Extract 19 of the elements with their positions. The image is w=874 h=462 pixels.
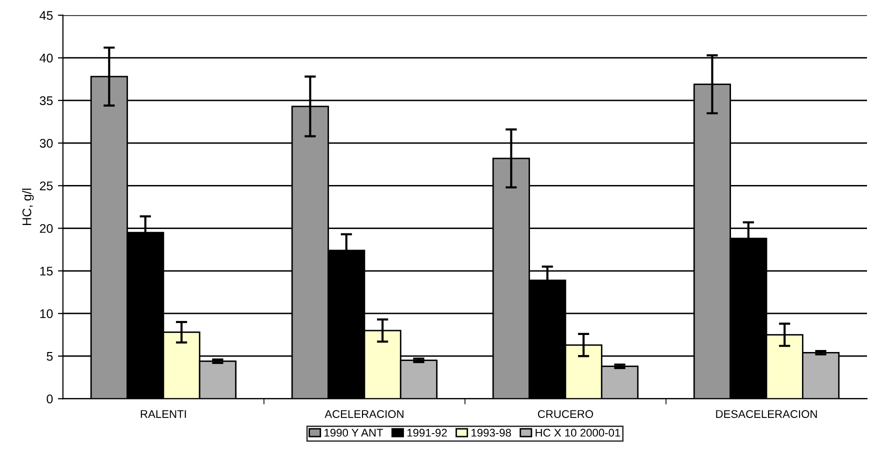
y-tick-label: 35: [40, 96, 53, 106]
y-tick-label: 45: [40, 11, 53, 20]
y-tick-label: 20: [40, 224, 53, 233]
legend-label: 1993-98: [472, 428, 511, 437]
x-tick-label: CRUCERO: [538, 410, 594, 418]
y-tick-label: 25: [40, 181, 53, 190]
y-tick-label: 15: [40, 266, 53, 276]
x-tick-label: RALENTI: [140, 410, 186, 418]
y-tick-label: 30: [40, 138, 53, 148]
y-axis-title: HC, g/l: [22, 188, 34, 226]
y-tick-label: 40: [40, 54, 53, 63]
x-tick-label: DESACELERACION: [716, 410, 817, 418]
y-tick-label: 5: [46, 352, 53, 361]
legend-label: 1990 Y ANT: [324, 428, 383, 437]
legend-label: HC X 10 2000-01: [536, 428, 620, 437]
x-tick-label: ACELERACION: [324, 410, 404, 418]
y-tick-label: 0: [46, 394, 53, 404]
legend-label: 1991-92: [407, 428, 447, 437]
y-tick-label: 10: [40, 309, 53, 318]
